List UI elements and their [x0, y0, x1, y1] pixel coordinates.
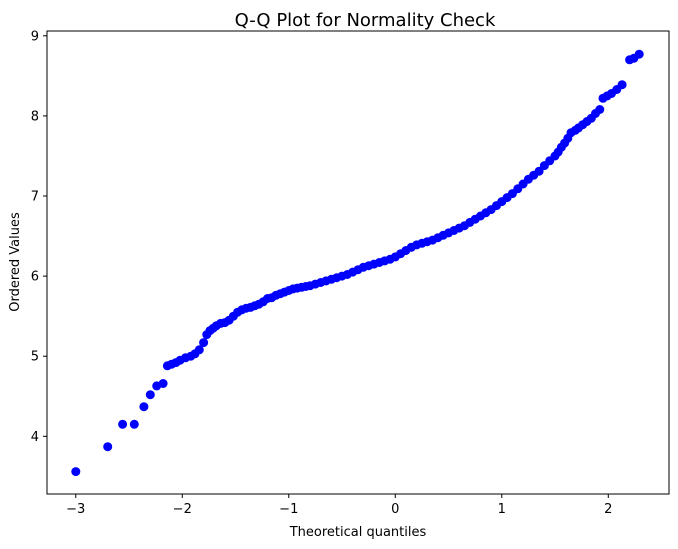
data-point	[595, 105, 605, 114]
data-point	[534, 166, 544, 176]
x-tick-label: 2	[604, 502, 612, 517]
data-point	[71, 467, 81, 477]
data-points	[71, 49, 644, 477]
y-tick-label: 5	[31, 350, 39, 365]
x-tick-label: −2	[173, 502, 192, 517]
x-tick-label: −1	[279, 502, 298, 517]
y-axis-label: Ordered Values	[8, 212, 23, 312]
chart-title: Q-Q Plot for Normality Check	[235, 10, 496, 31]
x-tick-label: 1	[498, 502, 506, 517]
data-point	[617, 80, 627, 90]
x-axis-ticks: −3 −2 −1 0 1 2	[66, 494, 612, 517]
y-tick-label: 9	[31, 29, 39, 44]
data-point	[139, 402, 149, 412]
axes-frame	[46, 30, 670, 495]
data-point	[145, 390, 155, 400]
y-tick-label: 6	[31, 270, 39, 285]
y-tick-label: 8	[31, 109, 39, 124]
data-point	[194, 345, 204, 355]
data-point	[103, 442, 113, 452]
y-tick-label: 7	[31, 190, 39, 205]
x-tick-label: 0	[391, 502, 399, 517]
x-tick-label: −3	[66, 502, 85, 517]
x-axis-label: Theoretical quantiles	[289, 525, 427, 540]
data-point	[118, 419, 128, 429]
data-point	[634, 49, 644, 59]
data-point	[129, 419, 139, 429]
data-point	[158, 379, 168, 388]
y-axis-ticks: 4 5 6 7 8 9	[31, 29, 47, 445]
y-tick-label: 4	[31, 430, 39, 445]
data-point	[199, 338, 209, 348]
plot-area	[46, 30, 670, 495]
